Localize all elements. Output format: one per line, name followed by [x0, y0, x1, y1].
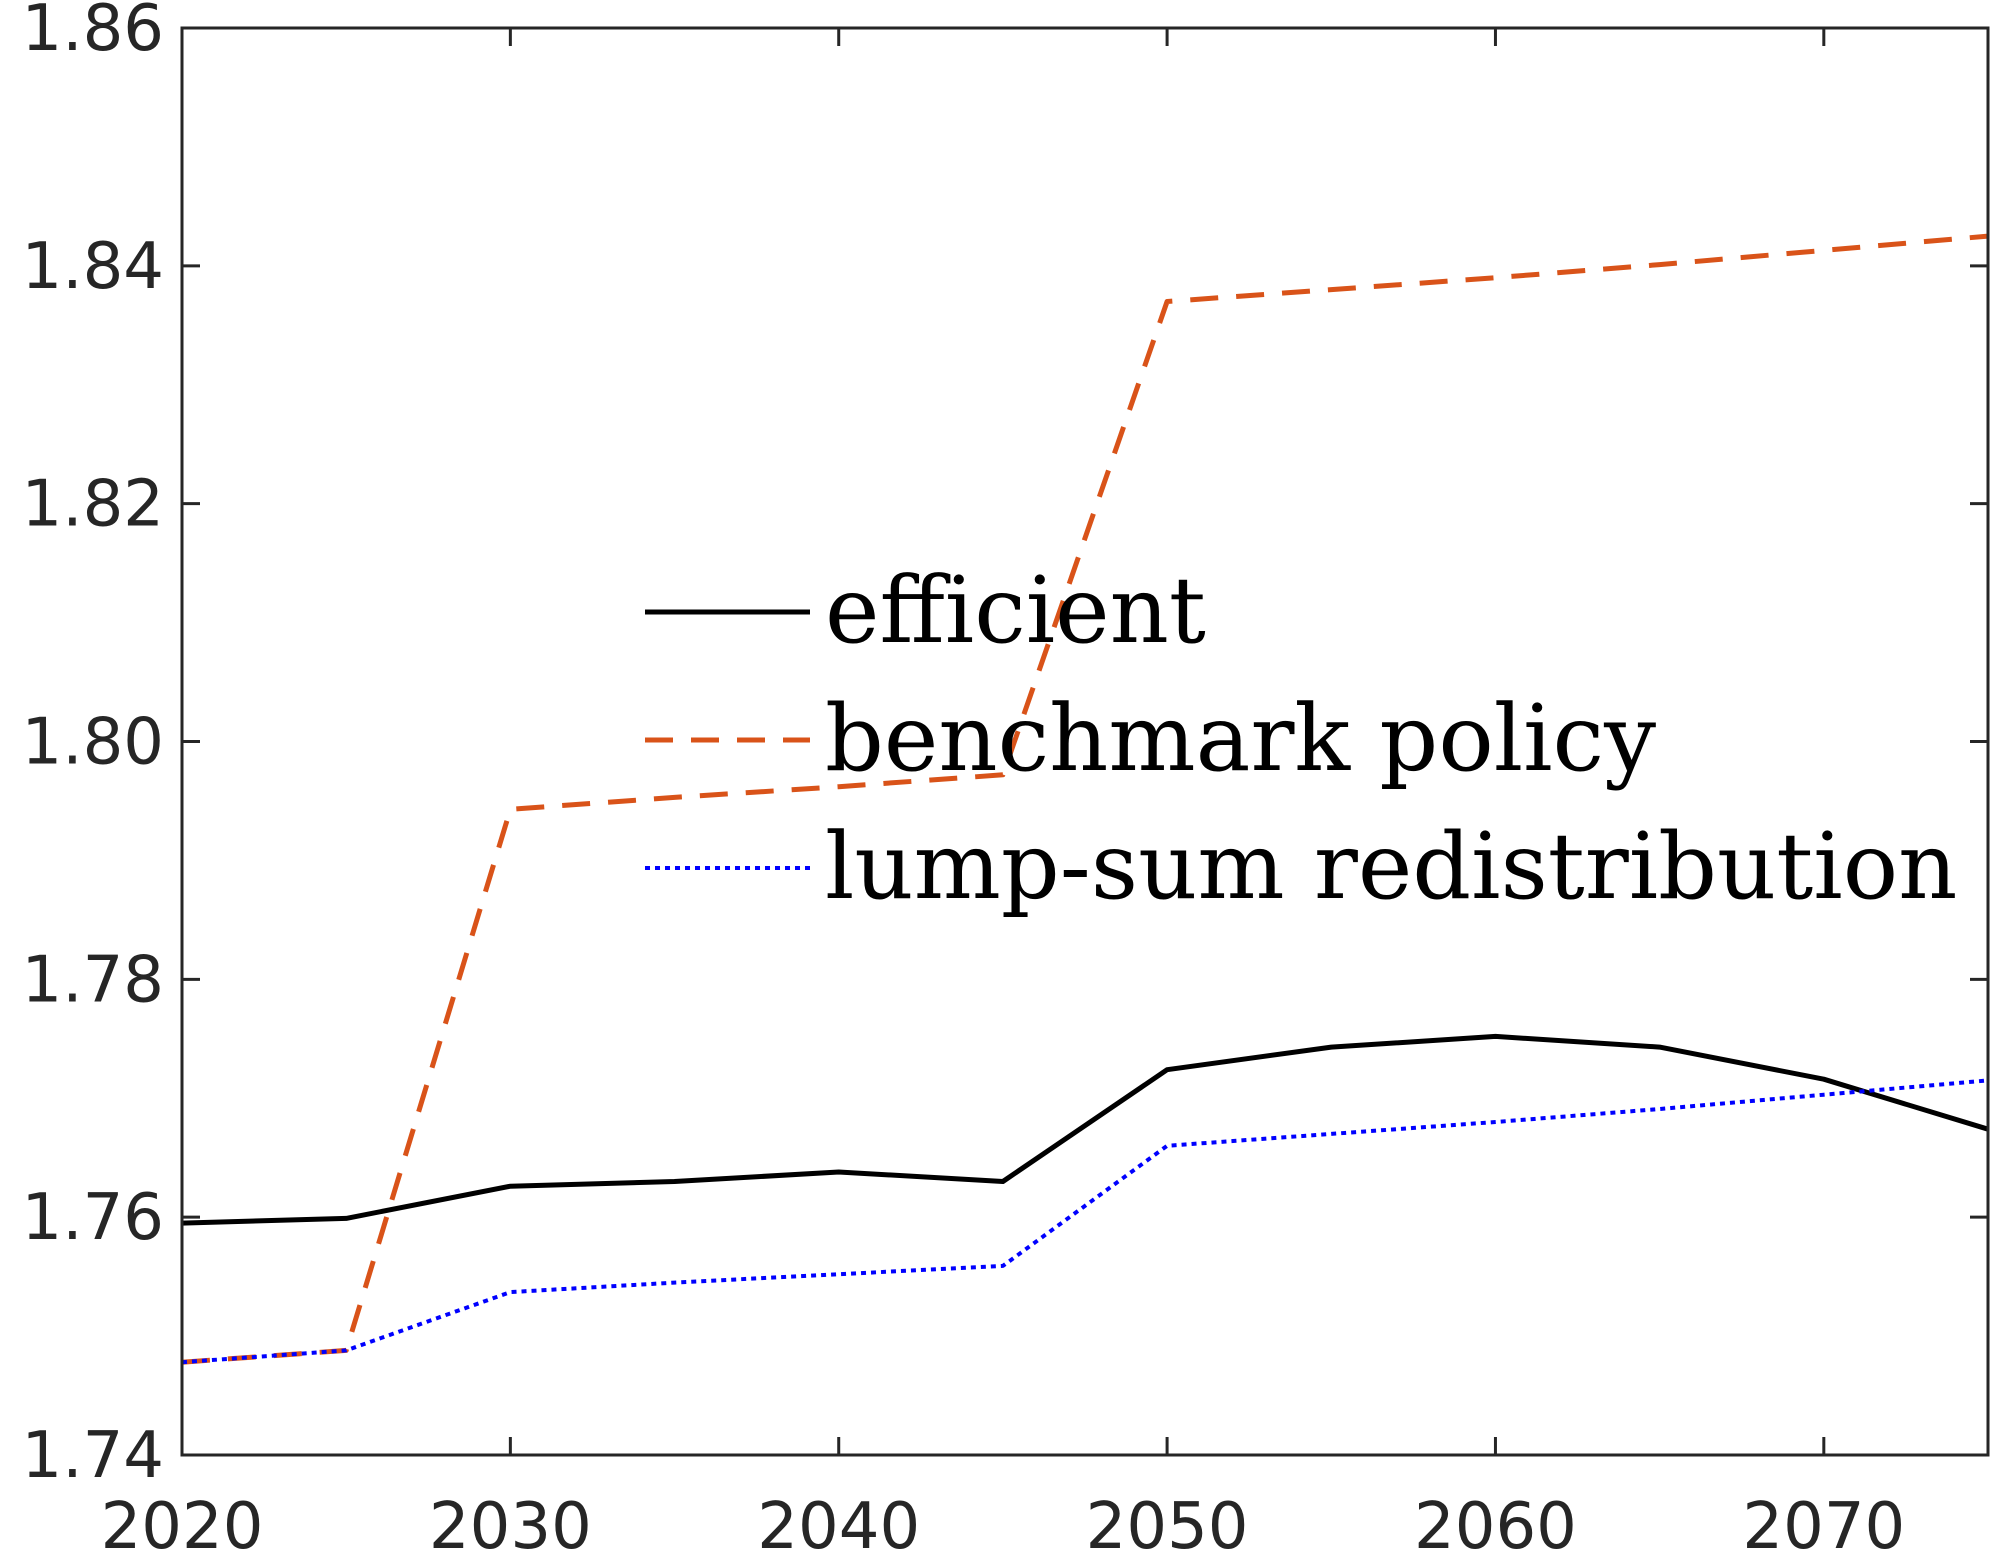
y-tick-label: 1.80 — [22, 706, 165, 780]
series-line-1 — [181, 1033, 1989, 1226]
y-tick-label: 1.76 — [22, 1181, 165, 1255]
legend-label: lump-sum redistribution — [825, 813, 1957, 920]
axes-box — [180, 26, 1990, 1457]
x-tick-label: 2070 — [1742, 1490, 1905, 1554]
y-tick-label: 1.86 — [22, 0, 165, 66]
y-tick-labels: 1.74 1.76 1.78 1.80 1.82 1.84 1.86 — [22, 0, 165, 1493]
legend: efficient benchmark policy lump-sum redist… — [645, 557, 1957, 920]
x-tick-label: 2050 — [1086, 1490, 1249, 1554]
y-tick-label: 1.74 — [22, 1419, 165, 1493]
y-tick-label: 1.84 — [22, 230, 165, 304]
series-line-3 — [181, 1078, 1989, 1365]
x-tick-label: 2030 — [429, 1490, 592, 1554]
x-tick-label: 2040 — [757, 1490, 920, 1554]
series-line-2 — [181, 233, 1989, 1365]
legend-label: efficient — [825, 557, 1206, 664]
y-tick-label: 1.78 — [22, 943, 165, 1017]
x-tick-label: 2060 — [1414, 1490, 1577, 1554]
legend-label: benchmark policy — [825, 685, 1656, 792]
x-tick-labels: 2020 2030 2040 2050 2060 2070 — [101, 1490, 1906, 1554]
series-layer — [181, 233, 1989, 1365]
y-tick-label: 1.82 — [22, 468, 165, 542]
x-tick-label: 2020 — [101, 1490, 264, 1554]
